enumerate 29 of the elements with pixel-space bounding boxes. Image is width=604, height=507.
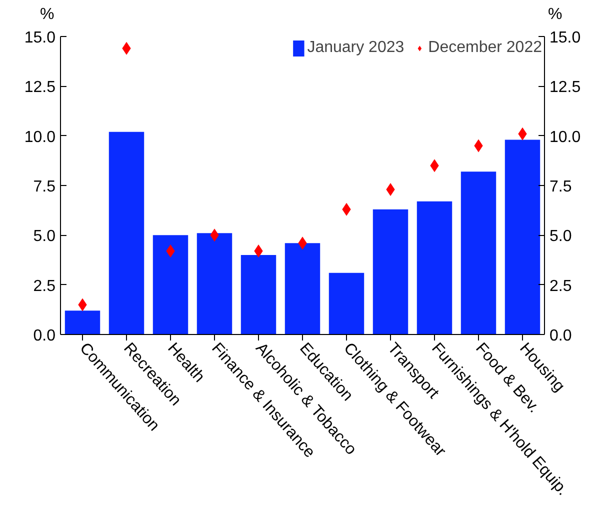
y2-tick-label: 15.0 [550,30,581,46]
y2-axis-title: % [548,5,562,25]
y-tick-label: 15.0 [24,30,56,46]
bar [108,132,144,334]
bar [328,272,364,334]
bar [460,172,496,334]
y-tick-label: 0.0 [33,328,56,344]
y-axis-title: % [40,5,54,25]
bar [196,233,232,334]
bar [372,209,408,334]
bar [416,201,452,334]
y-tick-label: 7.5 [33,178,56,196]
legend-label: January 2023 [307,39,404,57]
y2-tick-label: 0.0 [550,328,572,344]
y2-tick-label: 10.0 [550,128,581,146]
y2-tick-label: 5.0 [550,228,572,246]
bar [240,255,276,334]
y-tick-label: 5.0 [33,228,56,246]
y-tick-label: 2.5 [33,278,56,295]
y2-tick-label: 12.5 [550,79,581,96]
y2-tick-label: 7.5 [550,178,572,196]
bar [152,235,188,334]
bar [284,243,320,334]
y-tick-label: 10.0 [24,128,56,146]
bar [504,140,540,334]
y2-tick-label: 2.5 [550,278,572,295]
bar [64,310,100,334]
y-tick-label: 12.5 [24,79,56,96]
legend-label: December 2022 [428,39,542,57]
